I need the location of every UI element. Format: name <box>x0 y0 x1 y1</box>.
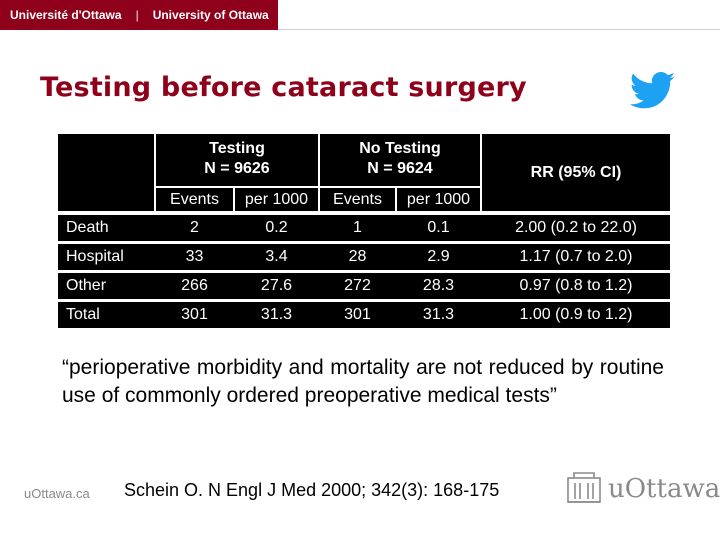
sub-header-events-no-testing: Events <box>320 188 395 211</box>
table-cell: 272 <box>344 277 371 294</box>
table-cell: 31.3 <box>260 306 293 323</box>
table-row: Other 266 27.6 272 28.3 0.97 (0.8 to 1.2… <box>58 273 670 299</box>
table-cell: 1.17 (0.7 to 2.0) <box>519 248 633 265</box>
table-row: Hospital 33 3.4 28 2.9 1.17 (0.7 to 2.0) <box>58 244 670 270</box>
table-cell: 27.6 <box>260 277 293 294</box>
table-cell: 28 <box>348 248 367 265</box>
table-cell: 28.3 <box>422 277 455 294</box>
table-cell: 266 <box>181 277 208 294</box>
banner-separator: | <box>135 8 139 22</box>
row-label: Total <box>66 306 100 323</box>
no-testing-group-label: No Testing <box>359 140 441 157</box>
table-cell: 2 <box>190 219 199 236</box>
uottawa-logo-text: uOttawa <box>608 474 720 504</box>
table-cell: 301 <box>181 306 208 323</box>
no-testing-group-n: N = 9624 <box>367 160 433 177</box>
row-label: Other <box>66 277 107 294</box>
university-banner: Université d'Ottawa | University of Otta… <box>0 0 278 30</box>
table-cell: 2.9 <box>427 248 450 265</box>
testing-group-n: N = 9626 <box>204 160 270 177</box>
table-cell: 3.4 <box>265 248 288 265</box>
sub-header-per1000-testing: per 1000 <box>235 188 318 211</box>
testing-group-label: Testing <box>209 140 265 157</box>
table-row: Death 2 0.2 1 0.1 2.00 (0.2 to 22.0) <box>58 215 670 241</box>
table-cell: 1.00 (0.9 to 1.2) <box>519 306 633 323</box>
no-testing-group-header: No Testing N = 9624 <box>320 134 480 186</box>
sub-header-per1000-no-testing: per 1000 <box>397 188 480 211</box>
sub-header-events-testing: Events <box>156 188 233 211</box>
quote-text: “perioperative morbidity and mortality a… <box>62 356 664 407</box>
header-rule <box>278 0 720 30</box>
table-cell: 2.00 (0.2 to 22.0) <box>515 219 637 236</box>
table-cell: 0.97 (0.8 to 1.2) <box>519 277 633 294</box>
table-cell: 31.3 <box>422 306 455 323</box>
footer-site[interactable]: uOttawa.ca <box>24 486 90 501</box>
table-cell: 33 <box>185 248 204 265</box>
university-building-icon <box>567 472 601 503</box>
table-cell: 1 <box>353 219 362 236</box>
citation-text: Schein O. N Engl J Med 2000; 342(3): 168… <box>124 480 500 500</box>
slide-title: Testing before cataract surgery <box>40 72 527 103</box>
twitter-bird-icon[interactable] <box>630 72 676 110</box>
table-cell: 0.1 <box>427 219 450 236</box>
testing-group-header: Testing N = 9626 <box>156 134 318 186</box>
table-cell: 0.2 <box>265 219 288 236</box>
rr-header-label: RR (95% CI) <box>530 164 622 181</box>
banner-english-name: University of Ottawa <box>152 8 269 22</box>
rr-header: RR (95% CI) <box>482 134 670 211</box>
row-label: Death <box>66 219 109 236</box>
row-label: Hospital <box>66 248 124 265</box>
banner-french-name: Université d'Ottawa <box>10 8 122 22</box>
table-cell: 301 <box>344 306 371 323</box>
empty-corner-header <box>58 134 154 211</box>
table-row: Total 301 31.3 301 31.3 1.00 (0.9 to 1.2… <box>58 302 670 328</box>
